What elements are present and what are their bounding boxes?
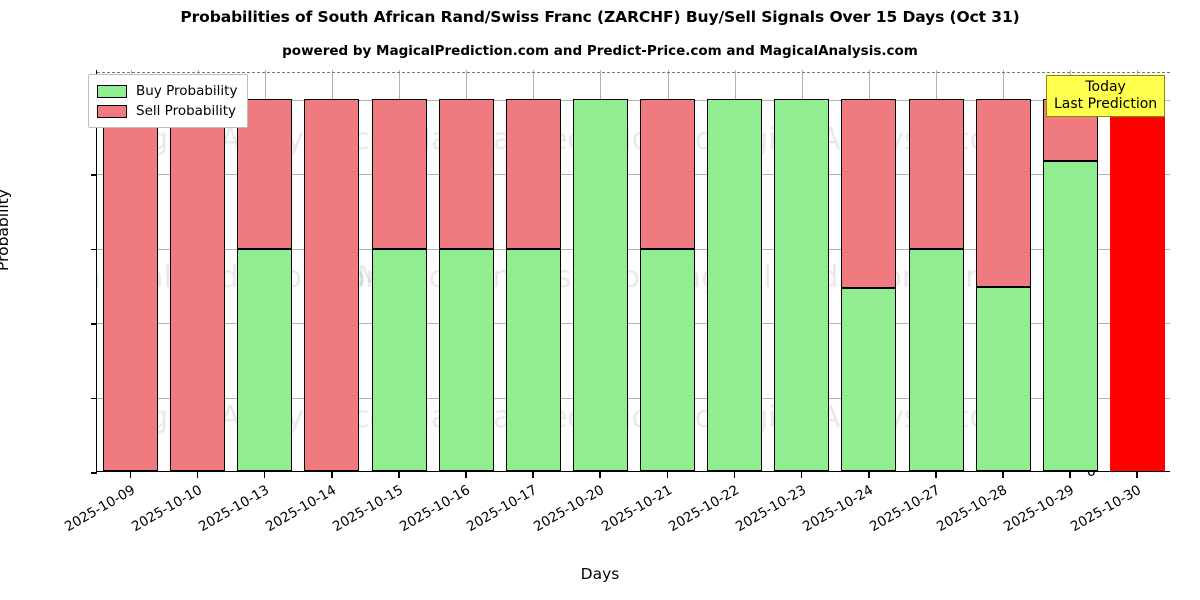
bar-segment-buy xyxy=(908,249,964,471)
bar-2025-10-29[interactable] xyxy=(1042,70,1098,471)
bar-segment-sell xyxy=(103,98,159,471)
bar-2025-10-14[interactable] xyxy=(304,70,360,471)
chart-subtitle: powered by MagicalPrediction.com and Pre… xyxy=(282,43,918,59)
bar-segment-buy xyxy=(505,249,561,471)
bar-2025-10-17[interactable] xyxy=(505,70,561,471)
x-tick xyxy=(599,472,602,478)
bar-segment-buy xyxy=(841,287,897,471)
x-tick xyxy=(196,472,199,478)
bar-segment-buy xyxy=(975,286,1031,471)
x-tick xyxy=(733,472,736,478)
y-gridline xyxy=(97,174,1170,176)
legend-swatch-sell xyxy=(97,104,127,118)
today-annotation-line1: Today xyxy=(1085,79,1126,95)
chart-legend: Buy Probability Sell Probability xyxy=(88,74,249,128)
bar-segment-sell xyxy=(975,98,1031,287)
y-axis-title: Probability xyxy=(0,189,12,271)
bar-segment-sell xyxy=(438,98,494,250)
x-tick xyxy=(1136,472,1139,478)
bar-segment-sell xyxy=(505,98,561,250)
y-gridline xyxy=(97,323,1170,325)
bar-segment-buy xyxy=(1042,160,1098,471)
bar-segment-buy xyxy=(237,249,293,471)
y-gridline xyxy=(97,397,1170,399)
x-tick xyxy=(1002,472,1004,478)
bar-segment-buy xyxy=(774,98,830,471)
today-annotation: Today Last Prediction xyxy=(1046,75,1166,118)
chart-title: Probabilities of South African Rand/Swis… xyxy=(180,8,1020,26)
bar-2025-10-09[interactable] xyxy=(103,70,159,471)
x-tick xyxy=(935,472,937,478)
plot-area: MagicalAnalysis.comMagicalPrediction.com… xyxy=(91,70,1170,474)
x-tick xyxy=(129,472,132,478)
bar-2025-10-13[interactable] xyxy=(237,70,293,471)
bar-2025-10-10[interactable] xyxy=(170,70,226,471)
legend-item-buy[interactable]: Buy Probability xyxy=(97,81,237,101)
bar-segment-buy xyxy=(707,98,763,471)
bar-2025-10-27[interactable] xyxy=(908,70,964,471)
y-tick xyxy=(91,397,97,400)
bar-2025-10-20[interactable] xyxy=(572,70,628,471)
y-tick-label: 0 xyxy=(1086,464,1096,480)
bar-2025-10-28[interactable] xyxy=(975,70,1031,471)
y-gridline xyxy=(97,248,1170,250)
legend-label-sell: Sell Probability xyxy=(136,103,237,119)
today-annotation-line2: Last Prediction xyxy=(1054,95,1158,112)
x-tick xyxy=(666,472,669,478)
bar-segment-sell xyxy=(304,98,360,471)
legend-label-buy: Buy Probability xyxy=(136,83,238,99)
y-tick xyxy=(91,248,97,251)
bar-segment-sell xyxy=(640,98,696,250)
bar-segment-buy xyxy=(438,249,494,471)
x-tick xyxy=(800,472,803,478)
bar-2025-10-23[interactable] xyxy=(774,70,830,471)
bar-segment-buy xyxy=(572,98,628,471)
bar-segment-buy xyxy=(371,249,427,471)
x-axis-title: Days xyxy=(580,565,620,583)
y-tick xyxy=(91,472,97,474)
bar-2025-10-15[interactable] xyxy=(371,70,427,471)
legend-swatch-buy xyxy=(97,84,127,98)
bar-2025-10-16[interactable] xyxy=(438,70,494,471)
reference-line xyxy=(97,72,1170,73)
bar-2025-10-30[interactable] xyxy=(1109,70,1165,471)
x-tick xyxy=(1069,472,1071,478)
x-tick xyxy=(532,472,534,478)
bar-2025-10-22[interactable] xyxy=(707,70,763,471)
y-gridline xyxy=(97,99,1170,101)
bar-segment-buy xyxy=(640,249,696,471)
x-tick xyxy=(330,472,333,478)
bar-segment-sell xyxy=(841,98,897,288)
y-tick xyxy=(91,323,97,325)
x-tick xyxy=(867,472,870,478)
y-tick xyxy=(91,174,97,176)
legend-item-sell[interactable]: Sell Probability xyxy=(97,101,237,121)
bar-segment-today xyxy=(1109,98,1165,471)
plot-inner: MagicalAnalysis.comMagicalPrediction.com… xyxy=(97,70,1170,471)
bar-2025-10-21[interactable] xyxy=(640,70,696,471)
x-tick xyxy=(263,472,266,478)
bar-segment-sell xyxy=(908,98,964,250)
bar-segment-sell xyxy=(170,98,226,471)
bar-segment-sell xyxy=(371,98,427,250)
x-tick xyxy=(465,472,467,478)
x-tick xyxy=(398,472,400,478)
bar-2025-10-24[interactable] xyxy=(841,70,897,471)
